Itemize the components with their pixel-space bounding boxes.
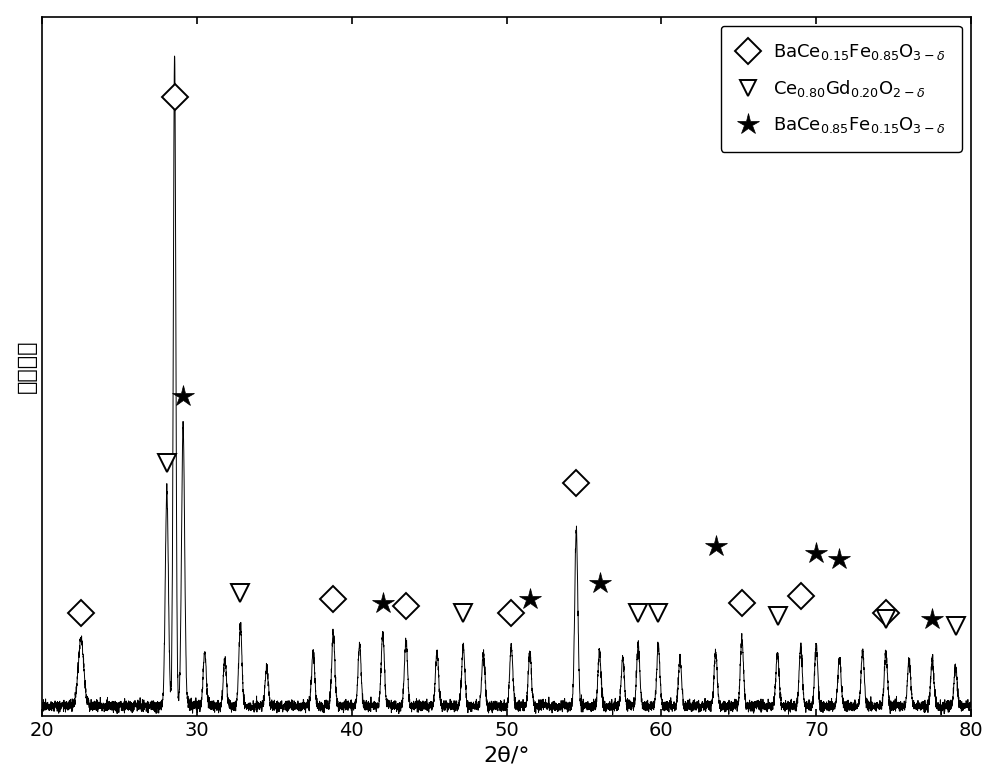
Legend: BaCe$_{0.15}$Fe$_{0.85}$O$_{3-\delta}$, Ce$_{0.80}$Gd$_{0.20}$O$_{2-\delta}$, Ba: BaCe$_{0.15}$Fe$_{0.85}$O$_{3-\delta}$, … (721, 26, 962, 152)
Y-axis label: 衍射强度: 衍射强度 (17, 339, 37, 393)
X-axis label: 2θ/°: 2θ/° (483, 745, 530, 766)
